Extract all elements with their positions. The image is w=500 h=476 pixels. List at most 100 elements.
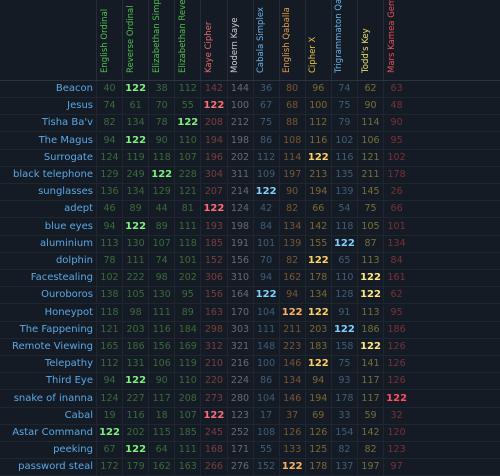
table-cell[interactable]: 178 — [383, 167, 409, 183]
table-cell[interactable]: 122 — [148, 167, 174, 183]
table-cell[interactable]: 161 — [383, 270, 409, 287]
table-cell[interactable]: 123 — [383, 442, 409, 459]
table-cell[interactable]: 146 — [278, 356, 305, 373]
table-cell[interactable]: 134 — [304, 287, 331, 304]
table-cell[interactable]: 48 — [383, 98, 409, 115]
table-cell[interactable]: 80 — [278, 81, 305, 97]
table-cell[interactable]: 94 — [304, 373, 331, 390]
table-cell[interactable]: 102 — [330, 132, 357, 149]
table-cell[interactable]: 172 — [96, 459, 122, 476]
table-cell[interactable]: 197 — [357, 459, 383, 476]
table-cell[interactable]: 66 — [304, 201, 331, 218]
table-cell[interactable]: 126 — [383, 356, 409, 373]
table-cell[interactable]: 105 — [357, 218, 383, 235]
column-header[interactable]: Elizabethan Reverse — [174, 0, 200, 80]
table-cell[interactable]: 36 — [252, 81, 279, 97]
table-cell[interactable]: 101 — [252, 235, 279, 252]
table-cell[interactable]: 198 — [226, 218, 253, 235]
table-cell[interactable]: 178 — [330, 390, 357, 407]
table-cell[interactable]: 124 — [96, 390, 122, 407]
table-cell[interactable]: 37 — [278, 407, 305, 424]
table-cell[interactable]: 75 — [330, 356, 357, 373]
table-cell[interactable]: 134 — [122, 184, 148, 201]
table-cell[interactable]: 179 — [122, 459, 148, 476]
table-cell[interactable]: 156 — [200, 287, 226, 304]
table-cell[interactable]: 84 — [383, 253, 409, 269]
table-cell[interactable]: 64 — [148, 442, 174, 459]
table-cell[interactable]: 69 — [304, 407, 331, 424]
table-cell[interactable]: 120 — [383, 425, 409, 441]
table-row[interactable]: dolphin 78 111 74 101 152 156 70 82 122 65 113 84 — [0, 253, 500, 270]
table-cell[interactable]: 101 — [174, 253, 200, 269]
table-cell[interactable]: 117 — [357, 390, 383, 407]
table-cell[interactable]: 108 — [278, 132, 305, 149]
table-cell[interactable]: 118 — [174, 235, 200, 252]
table-cell[interactable]: 102 — [96, 270, 122, 287]
table-cell[interactable]: 82 — [330, 442, 357, 459]
table-cell[interactable]: 114 — [357, 115, 383, 132]
table-cell[interactable]: 122 — [330, 321, 357, 338]
table-cell[interactable]: 122 — [96, 425, 122, 441]
row-phrase-label[interactable]: Facestealing — [30, 272, 93, 284]
table-cell[interactable]: 86 — [252, 132, 279, 149]
table-cell[interactable]: 62 — [383, 287, 409, 304]
table-cell[interactable]: 67 — [96, 442, 122, 459]
table-cell[interactable]: 118 — [148, 149, 174, 166]
table-cell[interactable]: 75 — [357, 201, 383, 218]
table-cell[interactable]: 164 — [226, 287, 253, 304]
table-cell[interactable]: 118 — [96, 304, 122, 321]
table-cell[interactable]: 122 — [122, 81, 148, 97]
table-row[interactable]: Beacon 40 122 38 112 142 144 36 80 96 74 62 63 — [0, 81, 500, 98]
row-phrase-label[interactable]: snake of inanna — [13, 392, 93, 404]
table-cell[interactable]: 87 — [357, 235, 383, 252]
table-row[interactable]: snake of inanna 124 227 117 208 273 280 104 146 1… — [0, 390, 500, 408]
table-cell[interactable]: 107 — [174, 407, 200, 424]
table-row[interactable]: blue eyes 94 122 89 111 193 198 84 134 142 118 105 1… — [0, 218, 500, 236]
row-phrase-label[interactable]: Jesus — [67, 100, 93, 112]
table-cell[interactable]: 163 — [174, 459, 200, 476]
table-cell[interactable]: 118 — [330, 218, 357, 235]
table-cell[interactable]: 113 — [357, 304, 383, 321]
table-cell[interactable]: 139 — [330, 184, 357, 201]
table-cell[interactable]: 112 — [304, 115, 331, 132]
row-phrase-label[interactable]: blue eyes — [44, 220, 93, 232]
table-cell[interactable]: 122 — [200, 201, 226, 218]
table-cell[interactable]: 75 — [330, 98, 357, 115]
table-cell[interactable]: 113 — [96, 235, 122, 252]
table-cell[interactable]: 134 — [278, 218, 305, 235]
table-cell[interactable]: 90 — [278, 184, 305, 201]
column-header[interactable]: Trigrammaton Qabalah — [330, 0, 357, 80]
table-cell[interactable]: 97 — [383, 459, 409, 476]
table-cell[interactable]: 126 — [383, 339, 409, 355]
table-cell[interactable]: 82 — [278, 253, 305, 269]
row-phrase-label[interactable]: Tisha Ba'v — [41, 117, 93, 129]
table-cell[interactable]: 75 — [252, 115, 279, 132]
table-cell[interactable]: 122 — [200, 407, 226, 424]
table-cell[interactable]: 194 — [304, 184, 331, 201]
table-cell[interactable]: 17 — [252, 407, 279, 424]
table-cell[interactable]: 82 — [278, 201, 305, 218]
column-header[interactable]: English Qaballa — [278, 0, 305, 80]
table-cell[interactable]: 121 — [96, 321, 122, 338]
table-cell[interactable]: 303 — [226, 321, 253, 338]
table-cell[interactable]: 249 — [122, 167, 148, 183]
table-cell[interactable]: 220 — [200, 373, 226, 390]
row-phrase-label[interactable]: Honeypot — [44, 306, 93, 318]
table-cell[interactable]: 91 — [330, 304, 357, 321]
table-cell[interactable]: 70 — [148, 98, 174, 115]
table-row[interactable]: Jesus 74 61 70 55 122 100 67 68 100 75 90 48 — [0, 98, 500, 116]
table-cell[interactable]: 252 — [226, 425, 253, 441]
table-cell[interactable]: 144 — [226, 81, 253, 97]
table-cell[interactable]: 131 — [122, 356, 148, 373]
table-cell[interactable]: 122 — [304, 304, 331, 321]
table-cell[interactable]: 224 — [226, 373, 253, 390]
row-phrase-label[interactable]: Telepathy — [44, 358, 93, 370]
table-cell[interactable]: 126 — [278, 425, 305, 441]
table-cell[interactable]: 100 — [252, 356, 279, 373]
table-cell[interactable]: 104 — [252, 304, 279, 321]
table-cell[interactable]: 125 — [304, 442, 331, 459]
table-cell[interactable]: 186 — [122, 339, 148, 355]
table-cell[interactable]: 61 — [122, 98, 148, 115]
table-cell[interactable]: 202 — [174, 270, 200, 287]
table-cell[interactable]: 106 — [148, 356, 174, 373]
